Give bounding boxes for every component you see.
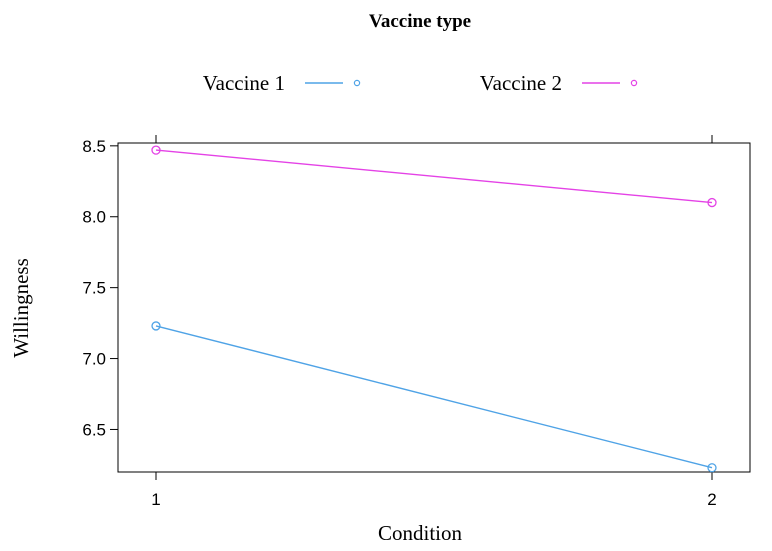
data-point [707,463,717,473]
legend-point-swatch [630,79,638,87]
legend-point-swatch [353,79,361,87]
y-tick-label: 8.0 [82,208,106,227]
x-axis-label: Condition [378,521,463,545]
y-tick-label: 8.5 [82,137,106,156]
legend-label: Vaccine 1 [203,71,285,95]
series-line [155,325,713,469]
legend-title: Vaccine type [369,11,471,32]
data-point [151,145,161,155]
y-axis: 6.5 7.0 7.5 8.0 8.5 [82,137,118,439]
data-point [707,197,717,208]
data-point [151,321,161,331]
y-tick-label: 6.5 [82,420,106,439]
legend-label: Vaccine 2 [480,71,562,95]
y-tick-label: 7.5 [82,279,106,298]
plot-frame [117,142,751,473]
series-layer [151,145,717,473]
y-axis-label: Willingness [9,258,33,357]
y-tick-label: 7.0 [82,350,106,369]
x-tick-label: 1 [151,490,160,509]
legend: Vaccine 1 Vaccine 2 [203,71,638,95]
series-line [155,149,713,204]
x-tick-label: 2 [707,490,716,509]
